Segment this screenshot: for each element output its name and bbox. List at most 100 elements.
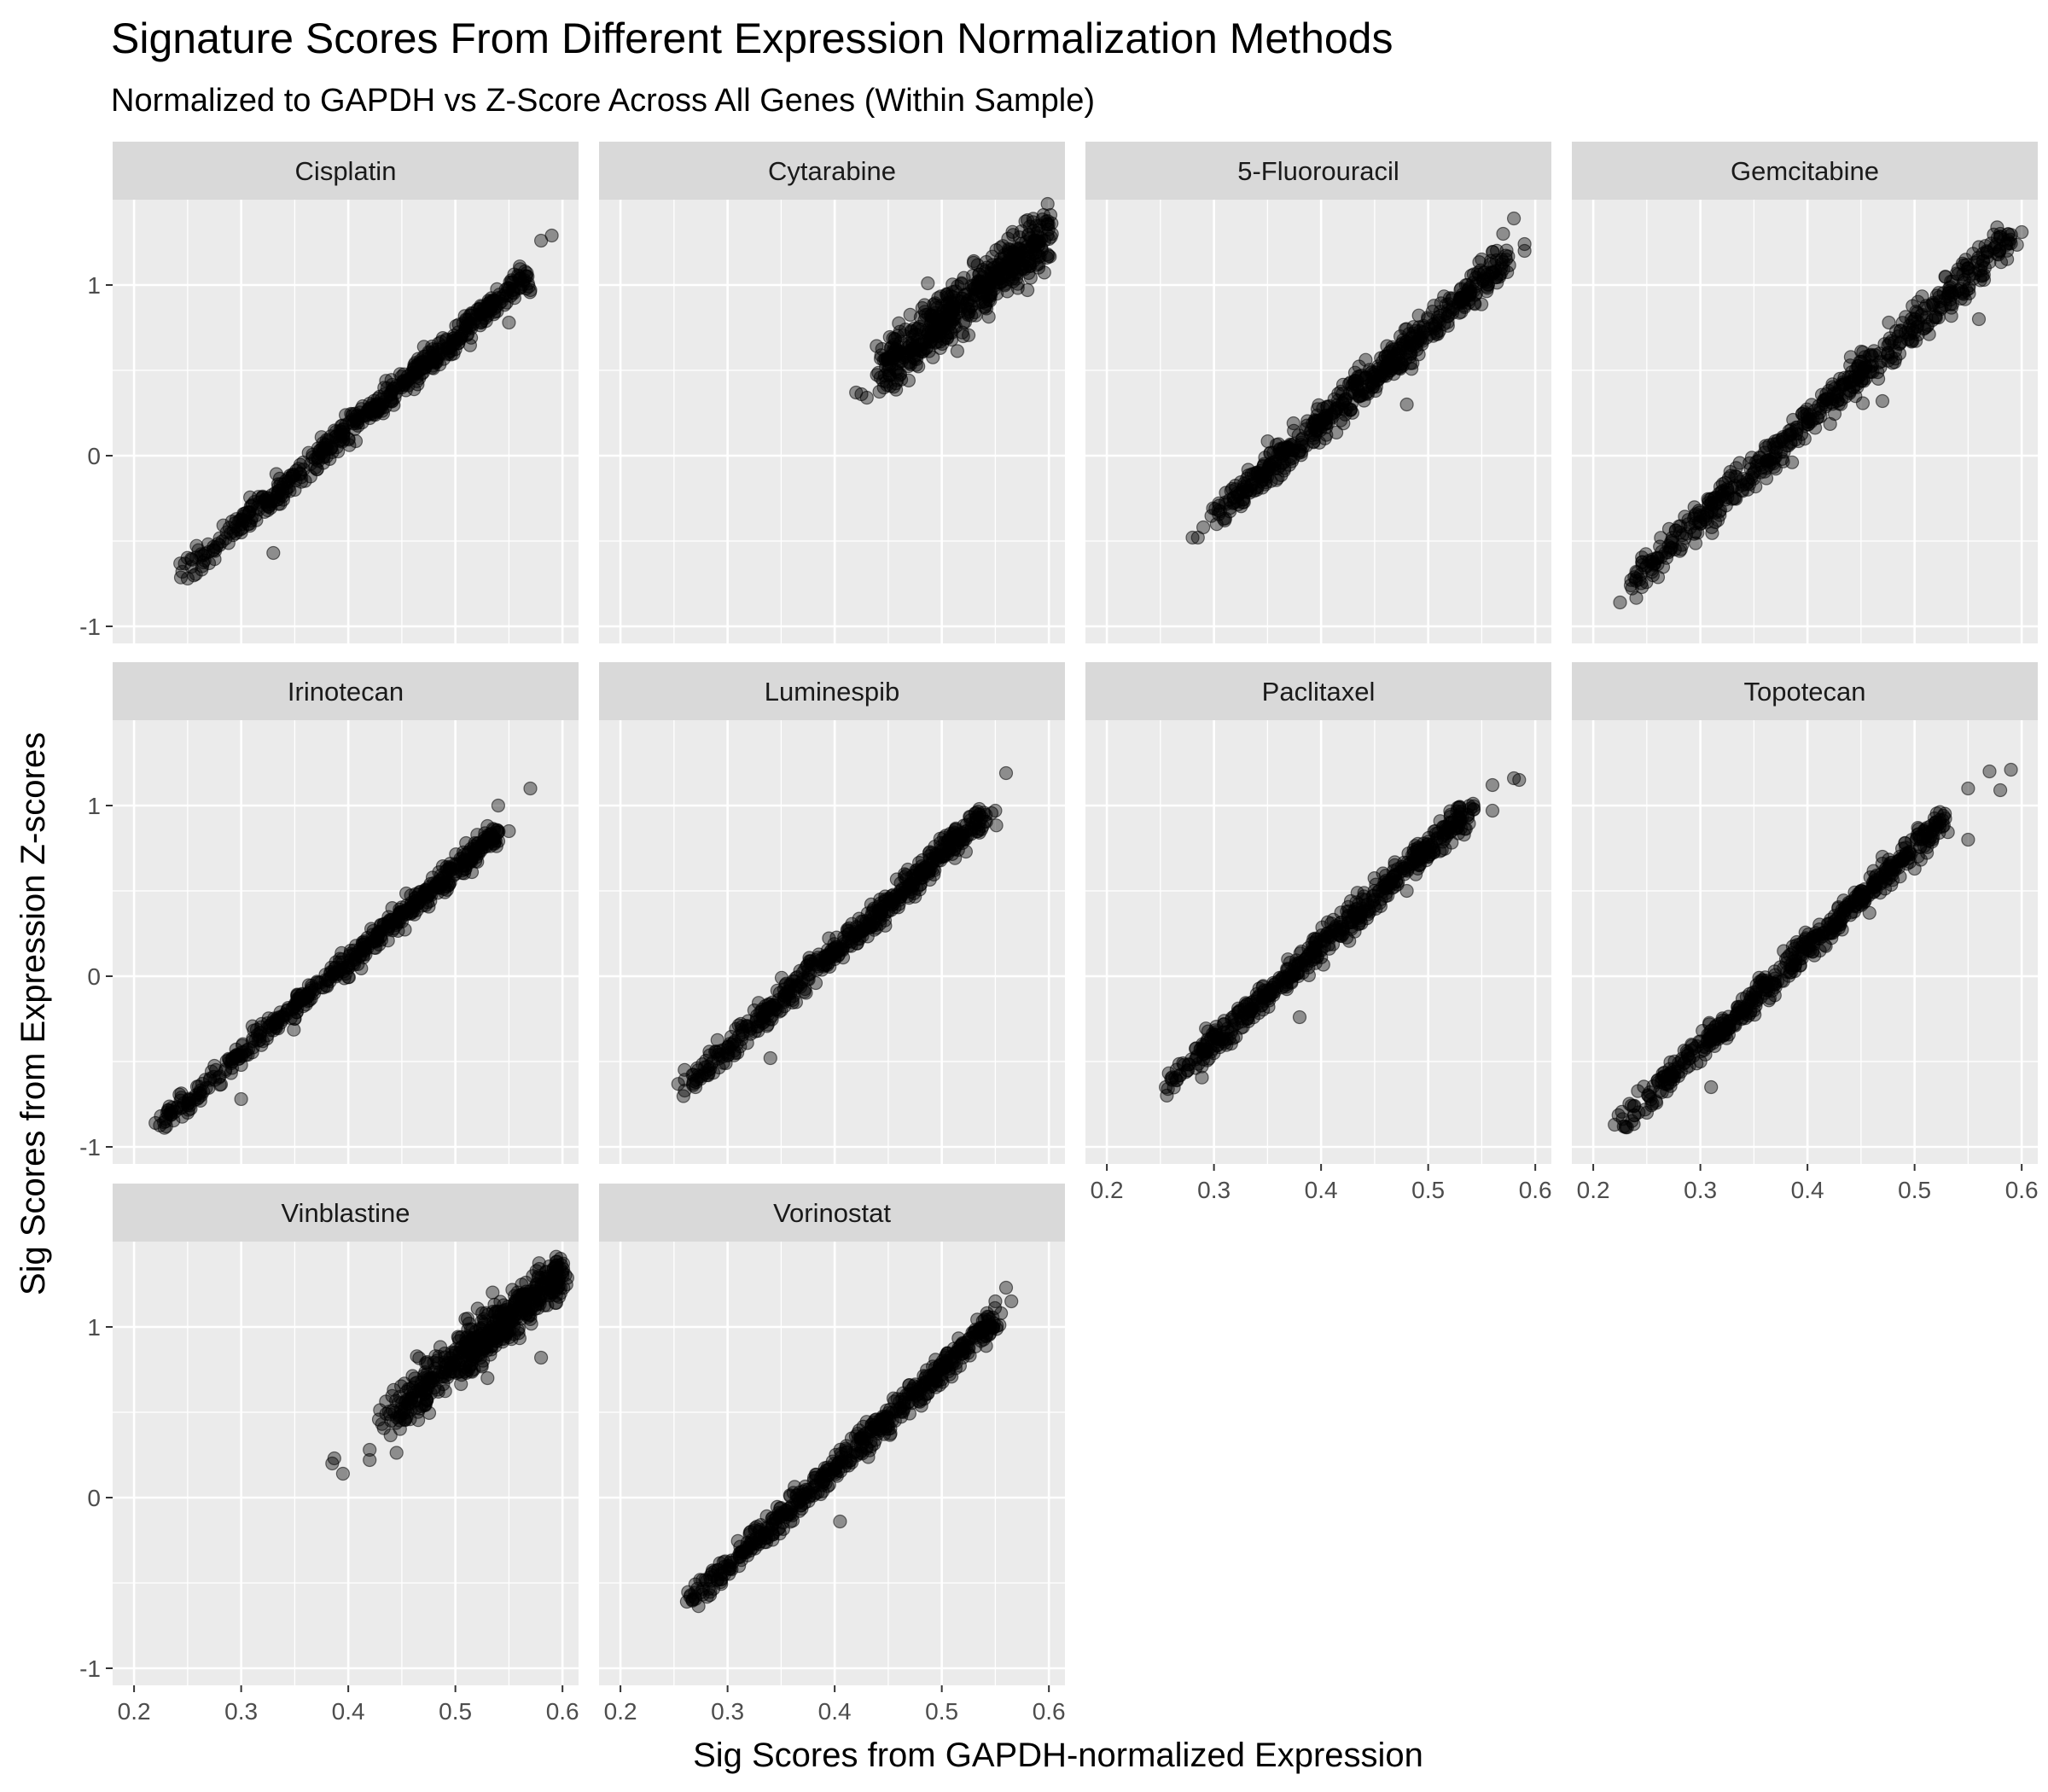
scatter-point bbox=[1629, 571, 1644, 586]
scatter-point bbox=[459, 835, 474, 851]
scatter-point bbox=[1292, 1009, 1307, 1025]
scatter-point bbox=[345, 409, 359, 423]
scatter-point bbox=[401, 1382, 416, 1396]
scatter-point bbox=[1993, 226, 2008, 241]
scatter-point bbox=[1517, 243, 1532, 259]
scatter-point bbox=[1929, 815, 1943, 830]
scatter-point bbox=[486, 1285, 500, 1300]
scatter-point bbox=[1818, 939, 1833, 953]
scatter-point bbox=[1453, 291, 1468, 306]
scatter-point bbox=[1741, 482, 1755, 497]
scatter-point bbox=[426, 353, 440, 369]
scatter-point bbox=[1438, 306, 1452, 321]
scatter-point bbox=[1237, 999, 1252, 1014]
scatter-point bbox=[794, 975, 809, 990]
scatter-point bbox=[1400, 858, 1416, 872]
scatter-point bbox=[226, 528, 241, 543]
scatter-point bbox=[892, 316, 906, 330]
scatter-point bbox=[268, 1016, 282, 1032]
scatter-point bbox=[405, 1369, 420, 1383]
scatter-point bbox=[879, 375, 893, 389]
scatter-point bbox=[1020, 212, 1035, 228]
scatter-point bbox=[1645, 568, 1661, 583]
scatter-point bbox=[1789, 934, 1804, 950]
scatter-point bbox=[1822, 383, 1836, 399]
y-tick-label: -1 bbox=[79, 614, 101, 640]
x-tick-label: 0.5 bbox=[1898, 1177, 1931, 1203]
x-tick-label: 0.2 bbox=[1091, 1177, 1124, 1203]
scatter-point bbox=[1727, 1017, 1742, 1032]
scatter-point bbox=[273, 497, 288, 511]
scatter-point bbox=[970, 258, 985, 272]
scatter-point bbox=[1941, 287, 1956, 301]
scatter-point bbox=[1875, 393, 1890, 409]
y-tick-label: 1 bbox=[87, 793, 101, 819]
scatter-point bbox=[1618, 1119, 1632, 1134]
scatter-point bbox=[1894, 335, 1908, 349]
scatter-point bbox=[502, 823, 516, 839]
scatter-point bbox=[989, 818, 1004, 833]
scatter-point bbox=[1492, 268, 1507, 282]
scatter-point bbox=[1645, 554, 1660, 569]
scatter-point bbox=[180, 550, 195, 565]
facet-strip-label: Paclitaxel bbox=[1262, 677, 1376, 707]
scatter-point bbox=[1961, 781, 1975, 796]
scatter-point bbox=[269, 467, 283, 481]
scatter-point bbox=[454, 1368, 469, 1382]
scatter-point bbox=[1793, 951, 1807, 966]
scatter-point bbox=[379, 1394, 393, 1409]
x-tick-label: 0.6 bbox=[2005, 1177, 2039, 1203]
scatter-point bbox=[1512, 772, 1527, 788]
scatter-point bbox=[1005, 224, 1020, 239]
scatter-point bbox=[372, 400, 387, 415]
scatter-point bbox=[294, 986, 309, 1001]
chart-title: Signature Scores From Different Expressi… bbox=[111, 15, 1393, 62]
scatter-point bbox=[1705, 526, 1719, 540]
scatter-point bbox=[1877, 337, 1892, 352]
scatter-point bbox=[1349, 911, 1364, 925]
scatter-point bbox=[1782, 423, 1796, 439]
scatter-point bbox=[763, 1050, 777, 1066]
scatter-point bbox=[921, 276, 935, 291]
scatter-point bbox=[1944, 300, 1958, 315]
scatter-point bbox=[1189, 1041, 1203, 1056]
scatter-point bbox=[1869, 882, 1883, 898]
scatter-point bbox=[544, 228, 559, 243]
scatter-point bbox=[1907, 861, 1922, 876]
scatter-point bbox=[1959, 283, 1974, 298]
scatter-point bbox=[419, 1392, 433, 1407]
scatter-point bbox=[1855, 396, 1871, 410]
scatter-point bbox=[319, 433, 334, 447]
scatter-point bbox=[389, 1446, 404, 1460]
facet-strip-label: Cytarabine bbox=[768, 156, 896, 186]
scatter-point bbox=[710, 1033, 724, 1048]
scatter-point bbox=[410, 894, 425, 909]
scatter-point bbox=[975, 282, 990, 296]
scatter-point bbox=[1818, 399, 1833, 414]
scatter-point bbox=[523, 781, 538, 796]
scatter-point bbox=[1466, 267, 1481, 282]
scatter-point bbox=[1804, 398, 1819, 412]
scatter-point bbox=[1902, 844, 1917, 859]
scatter-point bbox=[1359, 352, 1373, 367]
x-tick-label: 0.4 bbox=[1791, 1177, 1824, 1203]
scatter-point bbox=[1919, 299, 1934, 313]
scatter-point bbox=[1276, 971, 1290, 986]
scatter-point bbox=[720, 1045, 735, 1061]
scatter-point bbox=[1993, 783, 2008, 798]
scatter-point bbox=[1850, 380, 1865, 394]
scatter-point bbox=[1687, 500, 1702, 515]
scatter-point bbox=[706, 1065, 721, 1080]
scatter-point bbox=[1713, 480, 1728, 494]
x-tick-label: 0.3 bbox=[1197, 1177, 1231, 1203]
scatter-point bbox=[1313, 414, 1329, 429]
scatter-point bbox=[431, 1384, 445, 1399]
scatter-point bbox=[1343, 403, 1358, 417]
scatter-point bbox=[448, 332, 463, 347]
scatter-point bbox=[883, 892, 899, 906]
scatter-point bbox=[811, 951, 825, 965]
scatter-point bbox=[180, 571, 195, 586]
scatter-point bbox=[385, 393, 399, 409]
scatter-point bbox=[1293, 444, 1307, 458]
scatter-point bbox=[475, 1306, 490, 1321]
